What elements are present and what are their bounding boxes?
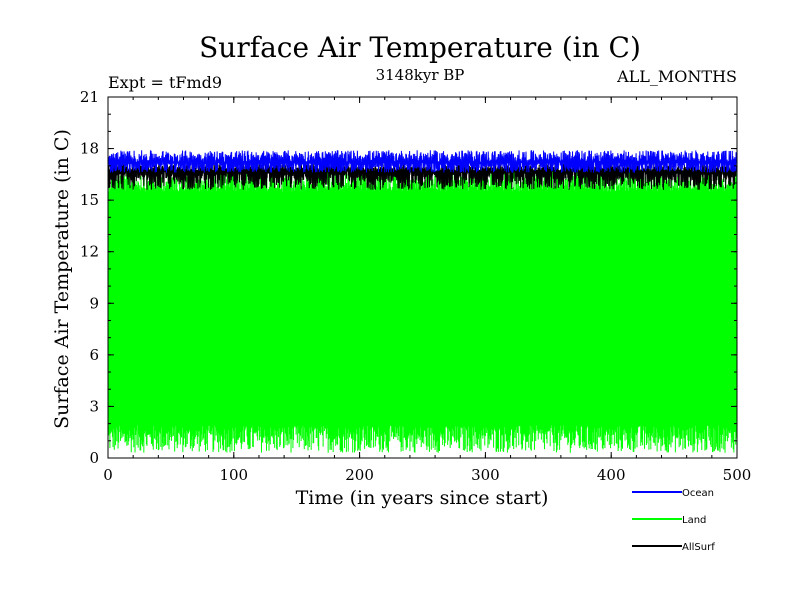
chart-subtitle: 3148kyr BP: [376, 66, 465, 84]
y-tick-label: 3: [89, 397, 99, 415]
y-tick-label: 21: [80, 88, 99, 106]
series-line-ocean: [107, 150, 738, 173]
series-line-allsurf: [107, 164, 738, 190]
y-axis-label: Surface Air Temperature (in C): [51, 129, 73, 429]
axes: 0 100 200 300 400 500 0 3 6 9 12 15 18 21: [80, 88, 751, 484]
x-axis-label: Time (in years since start): [296, 487, 549, 509]
legend-label-land: Land: [682, 515, 706, 526]
x-tick-label: 500: [723, 466, 752, 484]
x-tick-label: 300: [471, 466, 500, 484]
legend-label-allsurf: AllSurf: [682, 542, 715, 553]
y-tick-label: 0: [89, 449, 99, 467]
y-tick-label: 12: [80, 243, 99, 261]
y-tick-label: 9: [89, 294, 99, 312]
y-tick-label: 15: [80, 191, 99, 209]
series-line-land: [107, 170, 738, 453]
y-tick-label: 6: [89, 346, 99, 364]
plot-area: [107, 150, 738, 453]
plot-frame: [107, 96, 738, 459]
legend-label-ocean: Ocean: [682, 488, 714, 499]
x-tick-label: 200: [345, 466, 374, 484]
x-tick-label: 400: [597, 466, 626, 484]
expt-label: Expt = tFmd9: [108, 73, 222, 92]
x-tick-label: 0: [103, 466, 113, 484]
chart-title: Surface Air Temperature (in C): [199, 31, 641, 64]
y-tick-label: 18: [80, 140, 99, 158]
legend: Ocean Land AllSurf: [632, 488, 715, 553]
x-tick-label: 100: [219, 466, 248, 484]
months-label: ALL_MONTHS: [616, 67, 737, 86]
